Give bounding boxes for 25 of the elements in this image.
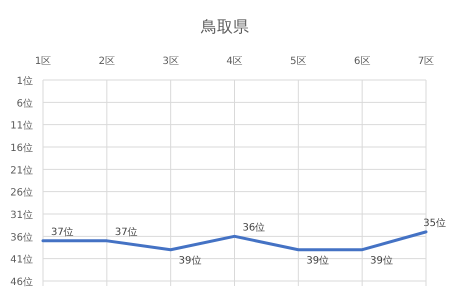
x-tick-label: 1区 [34, 56, 52, 67]
data-label: 37位 [114, 226, 138, 238]
x-tick-label: 4区 [226, 56, 243, 67]
y-tick-label: 6位 [16, 97, 33, 110]
x-tick-label: 2区 [98, 56, 116, 67]
x-tick-label: 3区 [162, 56, 179, 67]
x-tick-label: 7区 [418, 56, 434, 67]
y-tick-label: 46位 [10, 276, 33, 288]
x-tick-label: 6区 [354, 56, 370, 67]
data-label: 37位 [51, 226, 74, 238]
y-tick-label: 26位 [10, 186, 33, 199]
x-tick-label: 5区 [290, 56, 307, 67]
data-label: 39位 [370, 254, 393, 267]
y-tick-label: 11位 [10, 120, 33, 132]
data-label: 39位 [306, 254, 330, 267]
y-tick-label: 21位 [10, 164, 33, 176]
data-label: 36位 [242, 221, 266, 234]
data-label: 35位 [423, 216, 446, 229]
y-tick-label: 41位 [10, 254, 33, 266]
data-label: 39位 [178, 254, 202, 267]
y-tick-label: 16位 [10, 142, 33, 154]
y-tick-label: 31位 [10, 209, 33, 221]
y-tick-label: 36位 [10, 231, 33, 244]
title: 鳥取県 [201, 17, 249, 36]
y-tick-label: 1位 [16, 75, 33, 87]
